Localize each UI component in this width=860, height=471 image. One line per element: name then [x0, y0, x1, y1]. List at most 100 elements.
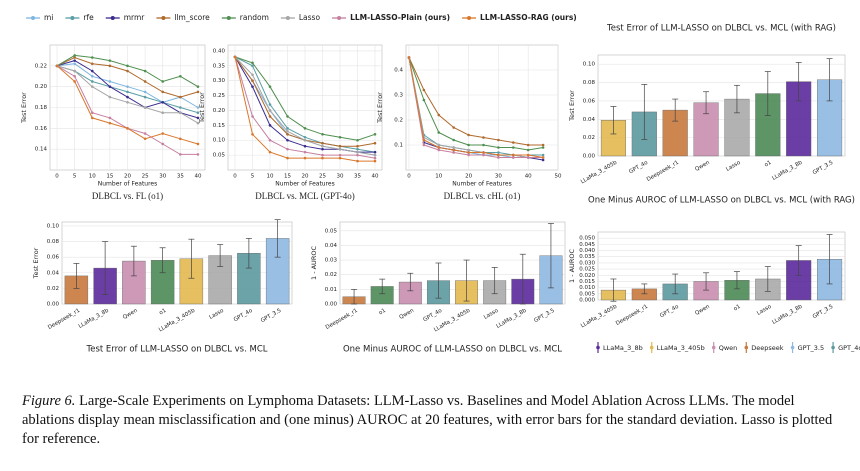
- data-point: [251, 61, 254, 65]
- data-point: [422, 143, 426, 147]
- y-tick-label: 0.05: [213, 153, 226, 159]
- data-point: [437, 146, 441, 149]
- y-axis-label: Test Error: [32, 247, 40, 279]
- data-point: [196, 116, 200, 120]
- data-point: [437, 143, 441, 147]
- data-point: [73, 62, 76, 66]
- data-point: [541, 143, 545, 147]
- data-point: [437, 113, 441, 117]
- data-point: [108, 59, 112, 62]
- x-tick-label: Qwen: [694, 160, 711, 173]
- x-tick-label: 50: [555, 174, 562, 180]
- data-point: [90, 85, 94, 88]
- y-axis-label: 1 - AUROC: [310, 246, 318, 280]
- data-point: [126, 127, 129, 130]
- data-point: [497, 138, 500, 142]
- data-point: [179, 137, 182, 141]
- y-tick-label: 0.08: [583, 80, 596, 86]
- legend-marker: [711, 345, 716, 350]
- data-point: [338, 144, 342, 148]
- y-tick-label: 0.02: [583, 135, 595, 141]
- y-tick-label: 0.045: [579, 242, 595, 248]
- legend-label: mi: [44, 13, 53, 22]
- data-point: [373, 156, 377, 160]
- x-tick-label: LLaMa_3_405b: [580, 160, 619, 186]
- data-point: [511, 141, 515, 144]
- y-tick-label: 0.00: [325, 302, 338, 308]
- legend-label: GPT_3.5: [798, 344, 825, 352]
- data-point: [422, 88, 426, 92]
- x-tick-label: o1: [378, 308, 387, 317]
- data-point: [143, 95, 147, 99]
- data-point: [108, 116, 112, 120]
- y-tick-label: 0.15: [213, 123, 226, 129]
- data-point: [526, 148, 530, 152]
- data-point: [467, 143, 470, 147]
- data-point: [90, 62, 94, 66]
- data-point: [373, 141, 377, 145]
- series-line: [408, 57, 544, 158]
- y-tick-label: 0.16: [35, 126, 48, 132]
- data-point: [268, 124, 272, 127]
- series-line: [408, 57, 544, 146]
- legend-label: Qwen: [719, 344, 738, 352]
- x-tick-label: 30: [495, 174, 502, 180]
- data-point: [126, 90, 129, 94]
- x-tick-label: 5: [251, 174, 255, 180]
- data-point: [338, 147, 342, 151]
- x-tick-label: 0: [407, 174, 411, 180]
- data-point: [321, 141, 324, 145]
- y-tick-label: 0.00: [583, 154, 596, 160]
- y-tick-label: 0.14: [35, 147, 48, 153]
- data-point: [467, 133, 470, 137]
- chart-title: One Minus AUROC of LLM-LASSO on DLBCL vs…: [588, 196, 855, 206]
- x-tick-label: Qwen: [694, 304, 711, 317]
- data-point: [373, 153, 377, 157]
- x-tick-label: GPT_4o: [233, 308, 254, 324]
- y-tick-label: 0.25: [213, 93, 226, 99]
- data-point: [108, 85, 112, 88]
- y-tick-label: 0.04: [583, 117, 596, 123]
- data-point: [161, 132, 165, 135]
- y-tick-label: 0.3: [394, 93, 403, 99]
- data-point: [452, 148, 455, 152]
- data-point: [511, 156, 515, 159]
- x-tick-label: 35: [354, 174, 361, 180]
- x-tick-label: Deepseek_r1: [615, 304, 649, 327]
- data-point: [356, 150, 359, 154]
- data-point: [541, 158, 545, 162]
- y-tick-label: 0.025: [579, 267, 595, 273]
- series-line: [408, 57, 544, 151]
- y-axis-label: Test Error: [376, 92, 384, 124]
- y-tick-label: 0.10: [47, 223, 60, 229]
- x-axis-label: Number of Features: [98, 181, 158, 188]
- data-point: [73, 80, 76, 83]
- data-point: [321, 156, 324, 160]
- data-point: [108, 121, 112, 125]
- data-point: [196, 153, 200, 156]
- legend-marker: [110, 16, 115, 20]
- x-tick-label: 0: [55, 174, 59, 180]
- y-axis-label: Test Error: [20, 92, 28, 124]
- data-point: [497, 153, 500, 157]
- data-point: [482, 143, 485, 147]
- data-point: [179, 74, 182, 78]
- data-point: [321, 144, 324, 148]
- bar: [786, 260, 812, 301]
- x-tick-label: GPT_4o: [628, 160, 649, 176]
- y-tick-label: 0.04: [325, 243, 338, 249]
- data-point: [373, 132, 377, 136]
- data-point: [196, 142, 200, 146]
- y-axis-label: 1 - AUROC: [568, 249, 576, 283]
- data-point: [497, 146, 500, 149]
- y-axis-label: Test Error: [198, 92, 206, 124]
- x-axis-label: Number of Features: [452, 181, 512, 188]
- x-tick-label: 0: [233, 174, 237, 180]
- data-point: [90, 116, 94, 120]
- x-tick-label: 10: [89, 174, 96, 180]
- data-point: [90, 111, 94, 115]
- y-tick-label: 0.22: [35, 63, 47, 69]
- y-tick-label: 0.05: [325, 228, 338, 234]
- y-tick-label: 0.10: [213, 138, 226, 144]
- x-tick-label: 20: [465, 174, 472, 180]
